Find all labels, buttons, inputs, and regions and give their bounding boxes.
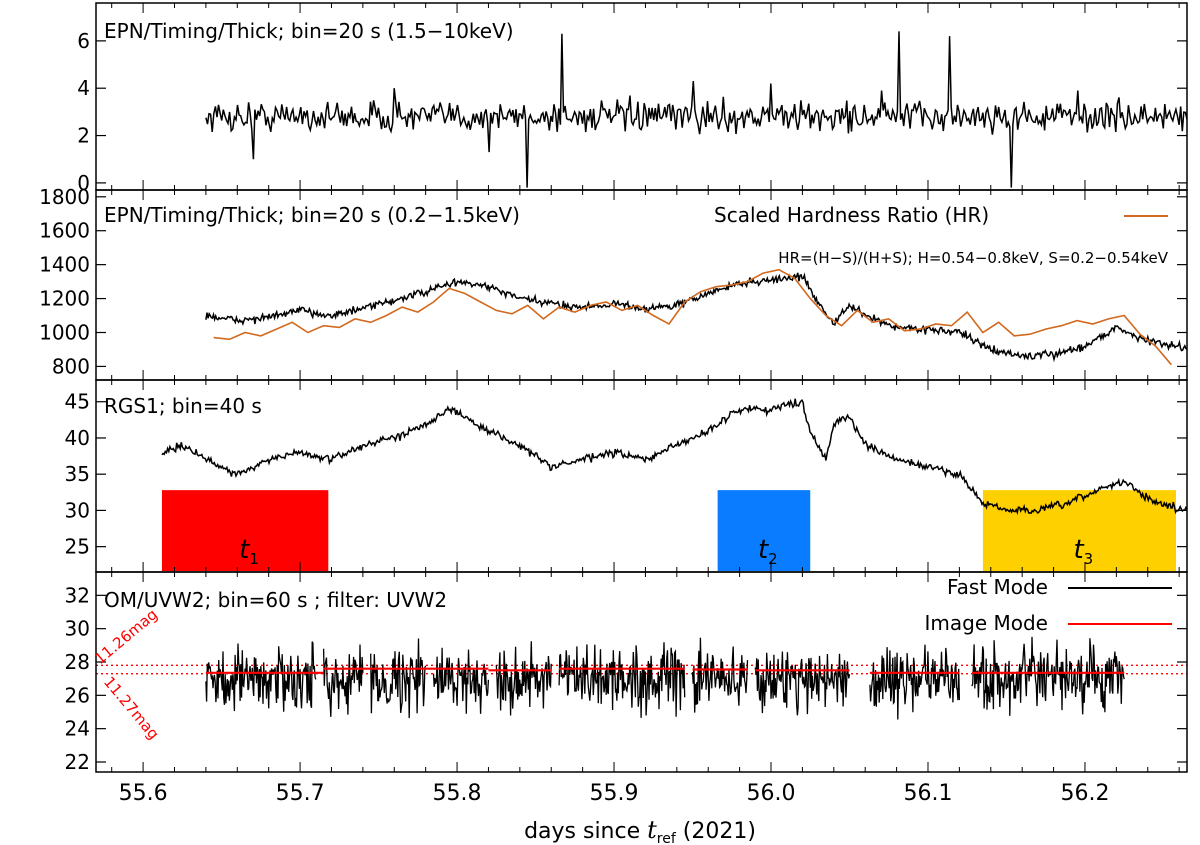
y-tick-label: 24 xyxy=(65,717,90,741)
y-tick-label: 28 xyxy=(65,650,90,674)
legend-image-mode: Image Mode xyxy=(925,611,1049,635)
fast-mode-segment-9 xyxy=(869,644,961,720)
fast-mode-segment-8 xyxy=(754,651,851,716)
series-1-1 xyxy=(205,31,1188,188)
panel3-title: RGS1; bin=40 s xyxy=(104,394,262,418)
fast-mode-segment-3 xyxy=(370,638,427,719)
fast-mode-segment-6 xyxy=(558,642,686,718)
mag-annotation-lower: 11.27mag xyxy=(100,673,163,743)
y-tick-label: 6 xyxy=(77,29,90,53)
interval-band-1 xyxy=(161,490,329,571)
y-tick-label: 26 xyxy=(65,683,90,707)
panel1-title: EPN/Timing/Thick; bin=20 s (1.5−10keV) xyxy=(104,19,514,43)
x-tick-label: 56.2 xyxy=(1060,781,1109,806)
fast-mode-segment-1 xyxy=(205,641,317,712)
y-tick-label: 32 xyxy=(65,583,90,607)
interval-band-3 xyxy=(982,490,1177,571)
fast-mode-segment-10 xyxy=(971,636,1125,716)
panel2-title: EPN/Timing/Thick; bin=20 s (0.2−1.5keV) xyxy=(104,203,520,227)
y-tick-label: 1600 xyxy=(39,219,90,243)
x-axis-label: days since tref (2021) xyxy=(524,816,756,845)
mag-annotation-upper: 11.26mag xyxy=(91,605,161,668)
y-tick-label: 40 xyxy=(65,426,90,450)
y-tick-label: 0 xyxy=(77,171,90,195)
panel2-legend-label: Scaled Hardness Ratio (HR) xyxy=(714,203,989,227)
panel-frame-4 xyxy=(95,571,1188,773)
fast-mode-segment-4 xyxy=(432,647,490,714)
y-tick-label: 1800 xyxy=(39,185,90,209)
series-3-1 xyxy=(161,398,1188,516)
y-tick-label: 35 xyxy=(65,462,90,486)
panel2-annotation: HR=(H−S)/(H+S); H=0.54−0.8keV, S=0.2−0.5… xyxy=(778,249,1168,267)
x-tick-label: 56.1 xyxy=(903,781,952,806)
x-tick-label: 56.0 xyxy=(747,781,796,806)
series-2-2 xyxy=(213,268,1172,366)
y-tick-label: 1400 xyxy=(39,253,90,277)
y-tick-label: 1000 xyxy=(39,321,90,345)
y-tick-label: 30 xyxy=(65,498,90,522)
y-tick-label: 1200 xyxy=(39,287,90,311)
y-tick-label: 2 xyxy=(77,124,90,148)
y-tick-label: 4 xyxy=(77,76,90,100)
y-tick-label: 25 xyxy=(65,535,90,559)
fast-mode-segment-5 xyxy=(495,641,552,716)
y-tick-label: 30 xyxy=(65,617,90,641)
fast-mode-segment-2 xyxy=(322,644,364,717)
y-tick-label: 45 xyxy=(65,390,90,414)
y-tick-label: 22 xyxy=(65,750,90,774)
interval-band-2 xyxy=(717,490,811,571)
x-tick-label: 55.8 xyxy=(433,781,482,806)
panel4-title: OM/UVW2; bin=60 s ; filter: UVW2 xyxy=(104,588,447,612)
legend-fast-mode: Fast Mode xyxy=(947,575,1048,599)
y-tick-label: 800 xyxy=(52,354,90,378)
panel-4: 22 24 26 28 30 32 xyxy=(65,571,1188,774)
x-tick-label: 55.9 xyxy=(590,781,639,806)
fast-mode-segment-7 xyxy=(691,637,749,713)
x-tick-label: 55.7 xyxy=(276,781,325,806)
panel-2: 800 1000 1200 1400 1600 1800 xyxy=(39,185,1188,381)
series-2-1 xyxy=(205,272,1188,363)
x-tick-label: 55.6 xyxy=(119,781,168,806)
